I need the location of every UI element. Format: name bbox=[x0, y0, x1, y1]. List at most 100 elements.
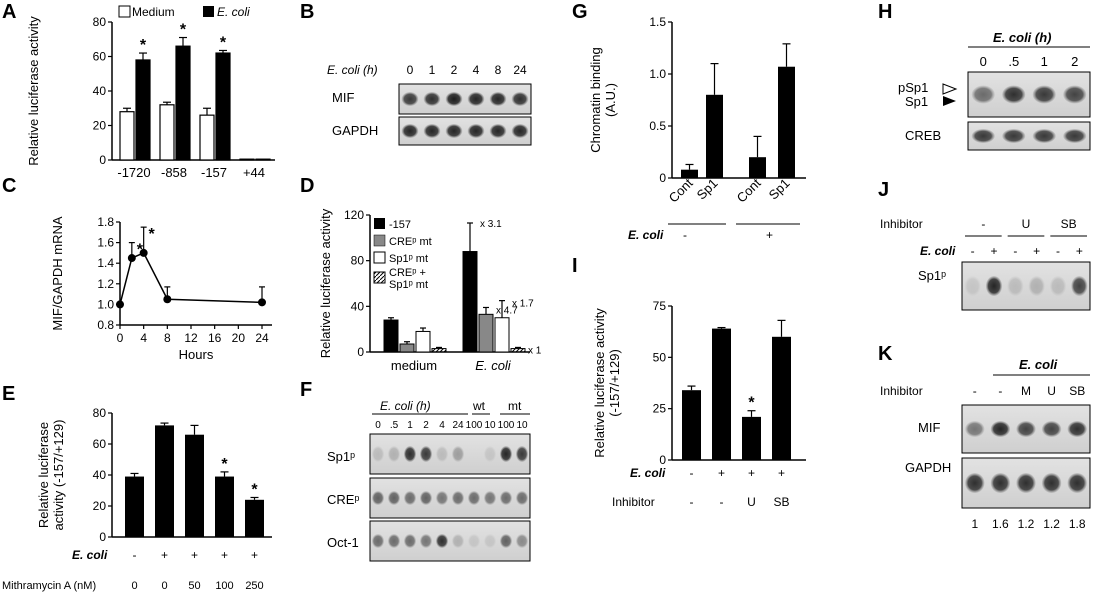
panel-j-ecoli-value: - bbox=[971, 244, 975, 258]
panel-k-ratio-row: 1 1.6 1.2 1.2 1.8 bbox=[971, 517, 1085, 531]
panel-k-gapdh-band bbox=[1067, 473, 1087, 493]
chart-i-y-axis-label: (-157/+129) bbox=[607, 349, 622, 417]
panel-b-mif-band bbox=[445, 92, 463, 106]
chart-i-y-tick-label: 0 bbox=[659, 453, 666, 467]
chart-d-fold-label: x 3.1 bbox=[480, 219, 502, 230]
chart-c-data-point bbox=[163, 295, 172, 304]
panel-b-mif-band bbox=[511, 92, 529, 106]
panel-f-oct1-band bbox=[483, 534, 497, 548]
chart-c-series-line bbox=[119, 251, 263, 305]
chart-c-data-point bbox=[116, 300, 124, 309]
panel-h-creb-label: CREB bbox=[905, 128, 941, 143]
panel-j-sp1-band bbox=[985, 276, 1003, 296]
chart-g-x-tick-label: Cont bbox=[734, 175, 764, 205]
chart-a-significance-star: * bbox=[220, 34, 227, 51]
chart-i-y-tick-label: 25 bbox=[653, 402, 667, 416]
panel-h: H E. coli (h) 0 .5 1 2 pSp1 Sp1 CREB bbox=[878, 1, 1091, 151]
panel-h-sp1-band bbox=[1032, 85, 1056, 104]
panel-h-header: E. coli (h) bbox=[993, 30, 1052, 45]
panel-h-time-labels: 0 .5 1 2 bbox=[980, 54, 1079, 69]
chart-c-data-point bbox=[258, 298, 266, 307]
panel-a-letter: A bbox=[2, 1, 16, 23]
panel-b-letter: B bbox=[300, 1, 314, 23]
panel-i-ecoli-value: - bbox=[690, 466, 694, 480]
panel-e-mith-value: 0 bbox=[161, 580, 167, 592]
legend-d-double-swatch bbox=[373, 271, 386, 284]
chart-a-bar bbox=[239, 158, 255, 161]
chart-d-y-tick-label: 120 bbox=[344, 208, 364, 222]
panel-k-header: E. coli bbox=[1019, 357, 1058, 372]
panel-b-mif-band bbox=[401, 92, 419, 106]
panel-e-ecoli-value: + bbox=[161, 548, 168, 562]
panel-e-letter: E bbox=[2, 383, 15, 405]
panel-h-sp1-band bbox=[1063, 85, 1087, 104]
panel-k-ratio-value: 1 bbox=[971, 517, 978, 531]
chart-i-bar bbox=[682, 390, 701, 460]
chart-c-y-tick-label: 1.6 bbox=[97, 236, 114, 250]
chart-a-significance-star: * bbox=[180, 22, 187, 39]
panel-g-ecoli-label: E. coli bbox=[628, 228, 664, 242]
panel-f-lane-label: 10 bbox=[484, 420, 496, 431]
panel-f-blots bbox=[369, 433, 531, 562]
panel-b-time-label: 1 bbox=[429, 63, 436, 77]
panel-f-cre-band bbox=[499, 491, 513, 505]
chart-c-y-tick-label: 0.8 bbox=[97, 318, 114, 332]
chart-g-y-tick-label: 1.5 bbox=[649, 15, 666, 29]
chart-c-data-point bbox=[139, 248, 148, 257]
panel-b-gapdh-band bbox=[401, 124, 419, 138]
legend-d-sp1-label: Sp1ᵖ mt bbox=[389, 253, 428, 265]
legend-d-double-label-1: CREᵖ + bbox=[389, 267, 426, 279]
panel-e-chart: 0 20 40 60 80 Relative luciferase activity (-1… bbox=[36, 406, 272, 544]
panel-f-oct1-band bbox=[515, 534, 529, 548]
chart-d-bar bbox=[478, 313, 494, 353]
chart-e-bar bbox=[185, 434, 204, 537]
chart-e-y-tick-label: 0 bbox=[99, 530, 106, 544]
chart-c-x-tick-label: 20 bbox=[232, 331, 246, 345]
panel-f-cre-band bbox=[515, 491, 529, 505]
panel-d-legend: -157 CREᵖ mt Sp1ᵖ mt CREᵖ + Sp1ᵖ mt bbox=[373, 218, 432, 291]
panel-f-lane-label: .5 bbox=[390, 420, 399, 431]
legend-d-double-label-2: Sp1ᵖ mt bbox=[389, 279, 428, 291]
chart-c-x-tick-label: 8 bbox=[164, 331, 171, 345]
panel-k-mif-band bbox=[990, 421, 1011, 437]
legend-d-157-swatch bbox=[374, 218, 385, 229]
panel-f-oct1-band bbox=[467, 534, 481, 548]
panel-f-wt-header: wt bbox=[472, 399, 486, 413]
chart-e-y-axis-label: activity (-157/+129) bbox=[51, 420, 66, 531]
chart-e-y-tick-label: 60 bbox=[93, 437, 107, 451]
panel-j-sp1-membrane bbox=[961, 261, 1091, 311]
chart-a-y-axis-label: Relative luciferase activity bbox=[26, 16, 41, 166]
chart-d-fold-label: x 1 bbox=[528, 345, 542, 356]
chart-d-bar bbox=[415, 330, 431, 353]
panel-j: J Inhibitor - U SB E. coli - + - + - + Sp1ᵖ bbox=[878, 179, 1091, 311]
panel-b-mif-band bbox=[467, 92, 485, 106]
panel-f-sp1-band bbox=[483, 446, 497, 462]
panel-j-inhibitor-value: U bbox=[1022, 217, 1031, 231]
panel-b-time-label: 2 bbox=[451, 63, 458, 77]
panel-b-gapdh-band bbox=[489, 124, 507, 138]
panel-h-sp1-label: Sp1 bbox=[905, 94, 928, 109]
panel-b-mif-band bbox=[423, 92, 441, 106]
chart-d-fold-label: x 4.7 bbox=[496, 305, 518, 316]
panel-f-sp1-band bbox=[451, 446, 465, 462]
chart-e-y-tick-label: 80 bbox=[93, 406, 107, 420]
chart-i-bar bbox=[772, 336, 791, 460]
panel-g-letter: G bbox=[572, 1, 588, 23]
chart-c-y-tick-label: 1.0 bbox=[97, 297, 114, 311]
panel-f-sp1-band bbox=[371, 446, 385, 462]
panel-i-inhibitor-value: - bbox=[690, 495, 694, 509]
panel-j-ecoli-value: + bbox=[990, 244, 997, 258]
chart-d-bar bbox=[431, 348, 447, 353]
panel-k-mif-label: MIF bbox=[918, 420, 940, 435]
psp1-open-arrow-icon bbox=[942, 83, 958, 95]
panel-h-time-label: 1 bbox=[1041, 54, 1048, 69]
chart-a-bar bbox=[215, 52, 231, 161]
panel-b-gapdh-band bbox=[511, 124, 529, 138]
panel-k-inhibitor-values: - - M U SB bbox=[973, 384, 1085, 398]
panel-k-blots bbox=[961, 404, 1091, 509]
panel-f-oct1-band bbox=[419, 534, 433, 548]
panel-f-lane-label: 100 bbox=[466, 420, 483, 431]
panel-f-oct1-band bbox=[451, 534, 465, 548]
